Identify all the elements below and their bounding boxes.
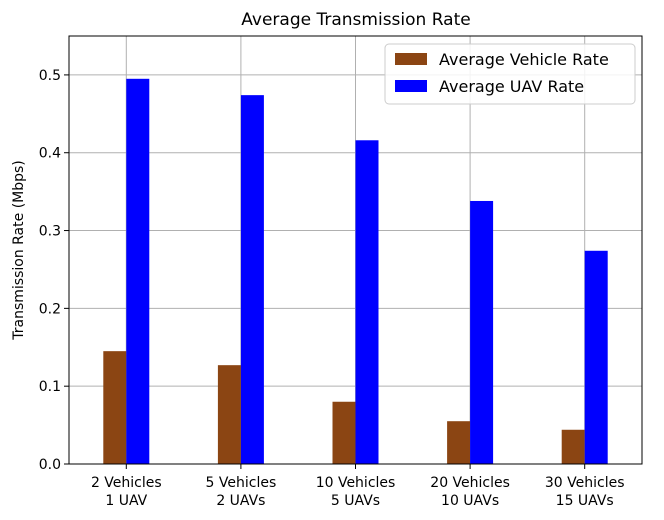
x-tick-label: 10 Vehicles	[316, 475, 396, 491]
legend-label: Average UAV Rate	[439, 77, 584, 96]
bar-vehicle	[217, 365, 241, 464]
bar-vehicle	[332, 401, 356, 464]
ticks: 0.0 0.1 0.2 0.3 0.4 0.5 2 Vehicles 1 UAV 5 Vehic…	[39, 68, 625, 509]
y-tick-label: 0.5	[39, 68, 61, 84]
x-tick-label: 1 UAV	[105, 493, 147, 509]
y-tick-label: 0.1	[39, 379, 61, 395]
bar-uav	[470, 200, 494, 464]
y-tick-label: 0.0	[39, 457, 61, 473]
x-tick-label: 15 UAVs	[556, 493, 614, 509]
legend-swatch	[395, 53, 427, 65]
bar-vehicle	[103, 351, 127, 464]
legend-label: Average Vehicle Rate	[439, 50, 609, 69]
y-tick-label: 0.4	[39, 146, 61, 162]
x-tick-label: 30 Vehicles	[545, 475, 625, 491]
x-tick-label: 2 Vehicles	[91, 475, 162, 491]
bars	[103, 78, 608, 465]
x-tick-label: 2 UAVs	[216, 493, 265, 509]
y-tick-label: 0.3	[39, 224, 61, 240]
x-tick-label: 10 UAVs	[441, 493, 499, 509]
legend-swatch	[395, 80, 427, 92]
bar-uav	[240, 95, 264, 464]
plot-frame	[68, 35, 643, 465]
x-tick-label: 20 Vehicles	[430, 475, 510, 491]
legend-box	[384, 43, 636, 105]
y-tick-label: 0.2	[39, 301, 61, 317]
chart-title: Average Transmission Rate	[241, 10, 470, 30]
y-axis-label: Transmission Rate (Mbps)	[11, 160, 27, 341]
x-tick-label: 5 UAVs	[331, 493, 380, 509]
bar-vehicle	[561, 429, 585, 464]
legend: Average Vehicle Rate Average UAV Rate	[384, 43, 636, 105]
bar-uav	[584, 250, 608, 464]
bar-vehicle	[447, 421, 471, 464]
bar-uav	[126, 78, 150, 465]
x-tick-label: 5 Vehicles	[206, 475, 277, 491]
bar-uav	[355, 140, 379, 464]
